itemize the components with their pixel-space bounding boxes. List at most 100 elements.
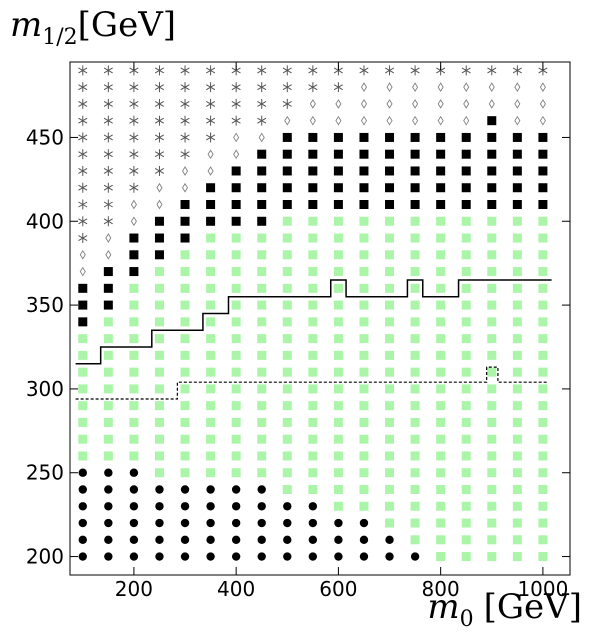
grid-point [359, 132, 369, 142]
square-marker [206, 183, 216, 193]
square-marker [206, 350, 216, 360]
grid-point [436, 300, 446, 310]
grid-point [154, 82, 165, 93]
grid-point [410, 166, 420, 176]
grid-point [103, 434, 113, 444]
grid-point [333, 434, 343, 444]
grid-point [333, 384, 343, 394]
square-marker [206, 317, 216, 327]
square-marker [154, 334, 164, 344]
asterisk-stroke [180, 84, 190, 91]
square-marker [333, 401, 343, 411]
square-marker [359, 183, 369, 193]
grid-point [359, 183, 369, 193]
square-marker [436, 149, 446, 159]
square-marker [154, 417, 164, 427]
dot-marker [257, 535, 266, 544]
grid-point [410, 401, 420, 411]
grid-point [257, 334, 267, 344]
grid-point [333, 200, 343, 209]
square-marker [180, 300, 190, 310]
grid-point [103, 350, 113, 360]
grid-point [386, 82, 393, 92]
square-marker [436, 200, 446, 209]
diamond-marker [463, 99, 470, 109]
grid-point [257, 283, 267, 293]
grid-point [129, 502, 139, 511]
diamond-marker [514, 82, 521, 92]
square-marker [487, 300, 497, 310]
y-label-subscript: 1/2 [42, 25, 77, 50]
square-marker [154, 233, 164, 243]
square-marker [512, 367, 522, 377]
grid-point [155, 535, 164, 544]
grid-point [129, 334, 139, 344]
grid-point [180, 267, 190, 277]
square-marker [410, 166, 420, 176]
square-marker [78, 434, 88, 444]
square-marker [257, 350, 267, 360]
grid-point [410, 183, 420, 193]
x-tick-label: 200 [115, 577, 153, 601]
square-marker [538, 317, 548, 327]
dot-marker [359, 552, 369, 561]
square-marker [333, 132, 343, 142]
square-marker [410, 384, 420, 394]
grid-point [103, 334, 113, 344]
square-marker [385, 216, 395, 226]
square-marker [231, 334, 241, 344]
square-marker [359, 283, 369, 293]
grid-point [538, 233, 548, 243]
grid-point [257, 216, 267, 226]
grid-point [206, 317, 216, 327]
square-marker [257, 451, 267, 461]
dot-marker [334, 535, 343, 544]
square-marker [180, 283, 190, 293]
grid-point [538, 434, 548, 444]
grid-point [206, 82, 216, 93]
square-marker [538, 250, 548, 260]
square-marker [180, 200, 190, 209]
square-marker [154, 267, 164, 277]
dot-marker [78, 502, 87, 511]
grid-point [359, 317, 369, 327]
square-marker [231, 267, 241, 277]
grid-point [359, 216, 369, 226]
square-marker [487, 367, 497, 377]
square-marker [359, 334, 369, 344]
dot-marker [180, 518, 190, 528]
dot-marker [78, 468, 87, 477]
grid-point [206, 468, 216, 478]
grid-point [512, 367, 522, 377]
square-marker [257, 417, 267, 427]
square-marker [257, 200, 267, 209]
grid-point [410, 552, 420, 561]
grid-point [180, 468, 190, 478]
asterisk-stroke [103, 134, 113, 141]
dot-marker [155, 485, 164, 494]
square-marker [231, 233, 241, 243]
grid-point [538, 149, 548, 159]
grid-point [206, 434, 216, 444]
grid-point [207, 149, 214, 160]
grid-point [233, 149, 240, 160]
grid-point [461, 300, 471, 310]
square-marker [461, 401, 471, 411]
grid-point [231, 485, 241, 494]
grid-point [103, 417, 113, 427]
grid-point [154, 434, 164, 444]
grid-point [154, 350, 164, 360]
grid-point [231, 98, 241, 109]
grid-point [512, 200, 522, 209]
grid-point [231, 216, 241, 226]
square-marker [206, 233, 216, 243]
grid-point [461, 132, 471, 142]
square-marker [461, 434, 471, 444]
square-marker [359, 485, 369, 494]
grid-point [538, 166, 548, 176]
grid-point [539, 115, 546, 126]
grid-point [129, 132, 139, 143]
grid-point [104, 502, 113, 511]
asterisk-stroke [129, 100, 139, 107]
diamond-marker [539, 82, 546, 92]
